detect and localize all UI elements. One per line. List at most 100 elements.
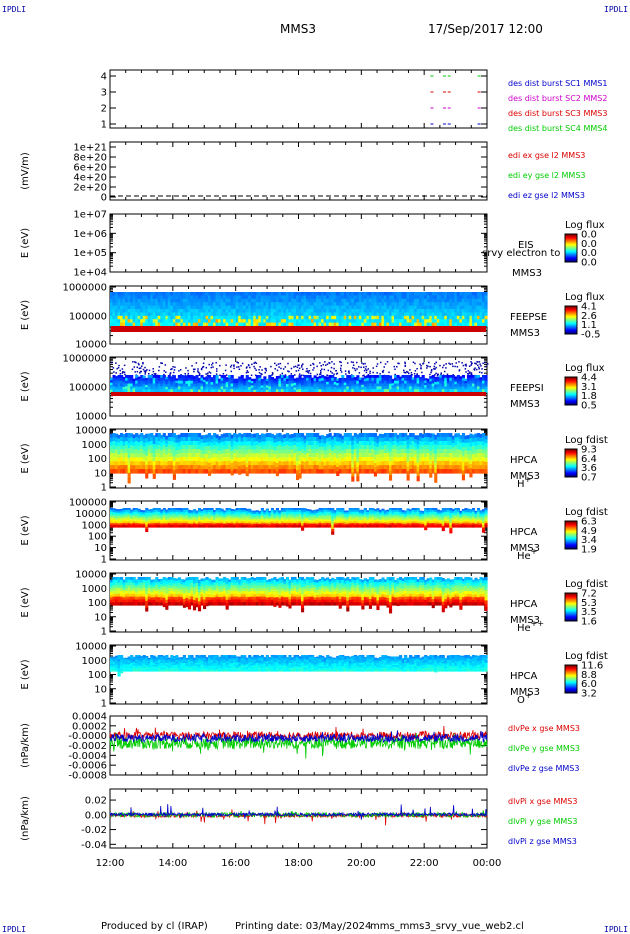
feepsi-dot: [197, 371, 200, 374]
y-tick-label: 100: [88, 670, 107, 681]
feepsi-dot: [353, 367, 356, 370]
y-axis-label: (nPa/km): [20, 796, 31, 841]
feepsi-dot: [215, 368, 218, 370]
series-line-divpi-2: [109, 804, 488, 820]
colorbar-cell: [565, 546, 577, 548]
feepsi-dot: [406, 370, 408, 373]
feepsi-dot: [352, 364, 355, 367]
feepsi-dot: [161, 362, 163, 365]
feepsi-dot: [198, 373, 201, 375]
feepsi-dot: [465, 363, 467, 366]
colorbar-cell: [565, 547, 577, 549]
colorbar-cell: [565, 394, 577, 396]
feepsi-dot: [144, 371, 147, 373]
feepsi-dot: [476, 361, 479, 363]
feepsi-dot: [238, 368, 241, 371]
colorbar-frame: [564, 520, 578, 550]
feepsi-dot: [274, 362, 276, 365]
colorbar-cell: [565, 245, 577, 247]
colorbar-cell: [565, 466, 577, 468]
colorbar-cell: [565, 465, 577, 467]
feepsi-dot: [300, 374, 303, 377]
feepsi-dot: [144, 373, 146, 375]
feepsi-dot: [264, 371, 266, 374]
feepsi-dot: [295, 370, 298, 372]
feepsi-dot: [476, 368, 478, 371]
feepsi-dot: [169, 373, 171, 375]
feepsi-dot: [171, 368, 173, 370]
y-tick-label: 10000: [75, 570, 107, 581]
colorbar-cell: [565, 523, 577, 525]
colorbar-cell: [565, 684, 577, 686]
colorbar-cell: [565, 332, 577, 334]
colorbar-cell: [565, 463, 577, 465]
colorbar-cell: [565, 460, 577, 462]
feepsi-dot: [117, 366, 120, 369]
feepsi-dot: [388, 371, 390, 374]
feepsi-dot: [287, 370, 289, 372]
colorbar-cell: [565, 389, 577, 391]
feepsi-dot: [403, 371, 405, 373]
feepsi-dot: [470, 372, 473, 374]
feepsi-dot: [121, 368, 124, 370]
colorbar-cell: [565, 595, 577, 597]
feepsi-dot: [260, 373, 262, 375]
x-tick-label: 20:00: [347, 858, 376, 869]
feepsi-dot: [302, 363, 304, 365]
feepsi-dot: [144, 370, 147, 373]
feepsi-dot: [330, 366, 333, 369]
feepsi-dot: [144, 366, 146, 369]
y-tick-label: 10: [94, 684, 107, 695]
y-tick-label: -0.0004: [68, 751, 107, 762]
feepsi-dot: [319, 373, 321, 376]
colorbar-cell: [565, 611, 577, 613]
feepsi-dot: [121, 372, 124, 374]
colorbar-cell: [565, 322, 577, 324]
feepsi-dot: [276, 369, 279, 372]
feepsi-dot: [210, 366, 212, 369]
colorbar-cell: [565, 540, 577, 542]
feepsi-dot: [340, 371, 343, 373]
legend-entry: dlvPe x gse MMS3: [508, 724, 580, 733]
feepsi-dot: [443, 370, 446, 373]
feepsi-dot: [464, 368, 467, 370]
feepsi-dot: [452, 374, 454, 376]
colorbar-cell: [565, 682, 577, 684]
heatmap-hpca_he2: [110, 577, 488, 614]
feepsi-dot: [261, 373, 263, 376]
feepsi-dot: [205, 373, 207, 375]
colorbar-cell: [565, 392, 577, 394]
colorbar-cell: [565, 326, 577, 328]
feepsi-dot: [319, 373, 322, 375]
colorbar-cell: [565, 597, 577, 599]
feepsi-dot: [142, 362, 144, 365]
feepsi-dot: [324, 361, 326, 363]
feepsi-dot: [480, 365, 482, 367]
feepsi-dot: [439, 364, 441, 367]
y-tick-label: 4e+20: [73, 173, 107, 184]
feepsi-dot: [422, 363, 424, 365]
feepsi-dot: [211, 364, 213, 366]
feepsi-dot: [433, 368, 435, 370]
feepsi-dot: [419, 363, 421, 366]
feepsi-dot: [123, 364, 126, 367]
feepsi-dot: [215, 373, 218, 375]
colorbar-cell: [565, 323, 577, 325]
series-line-divpe-1: [109, 732, 488, 759]
colorbar-cell: [565, 680, 577, 682]
colorbar-cell: [565, 399, 577, 401]
feepsi-dot: [163, 370, 165, 372]
feepsi-dot: [361, 362, 363, 364]
colorbar-cell: [565, 524, 577, 526]
y-tick-label: 10000: [75, 509, 107, 520]
colorbar-cell: [565, 683, 577, 685]
feepsi-dot: [456, 365, 459, 368]
colorbar-cell: [565, 234, 577, 236]
feepsi-dot: [158, 369, 160, 372]
feepsi-dot: [306, 370, 309, 372]
feepsi-dot: [468, 372, 470, 375]
feepsi-dot: [467, 370, 470, 372]
feepsi-dot: [142, 361, 144, 364]
colorbar-cell: [565, 458, 577, 460]
feepsi-red-band: [111, 392, 486, 396]
